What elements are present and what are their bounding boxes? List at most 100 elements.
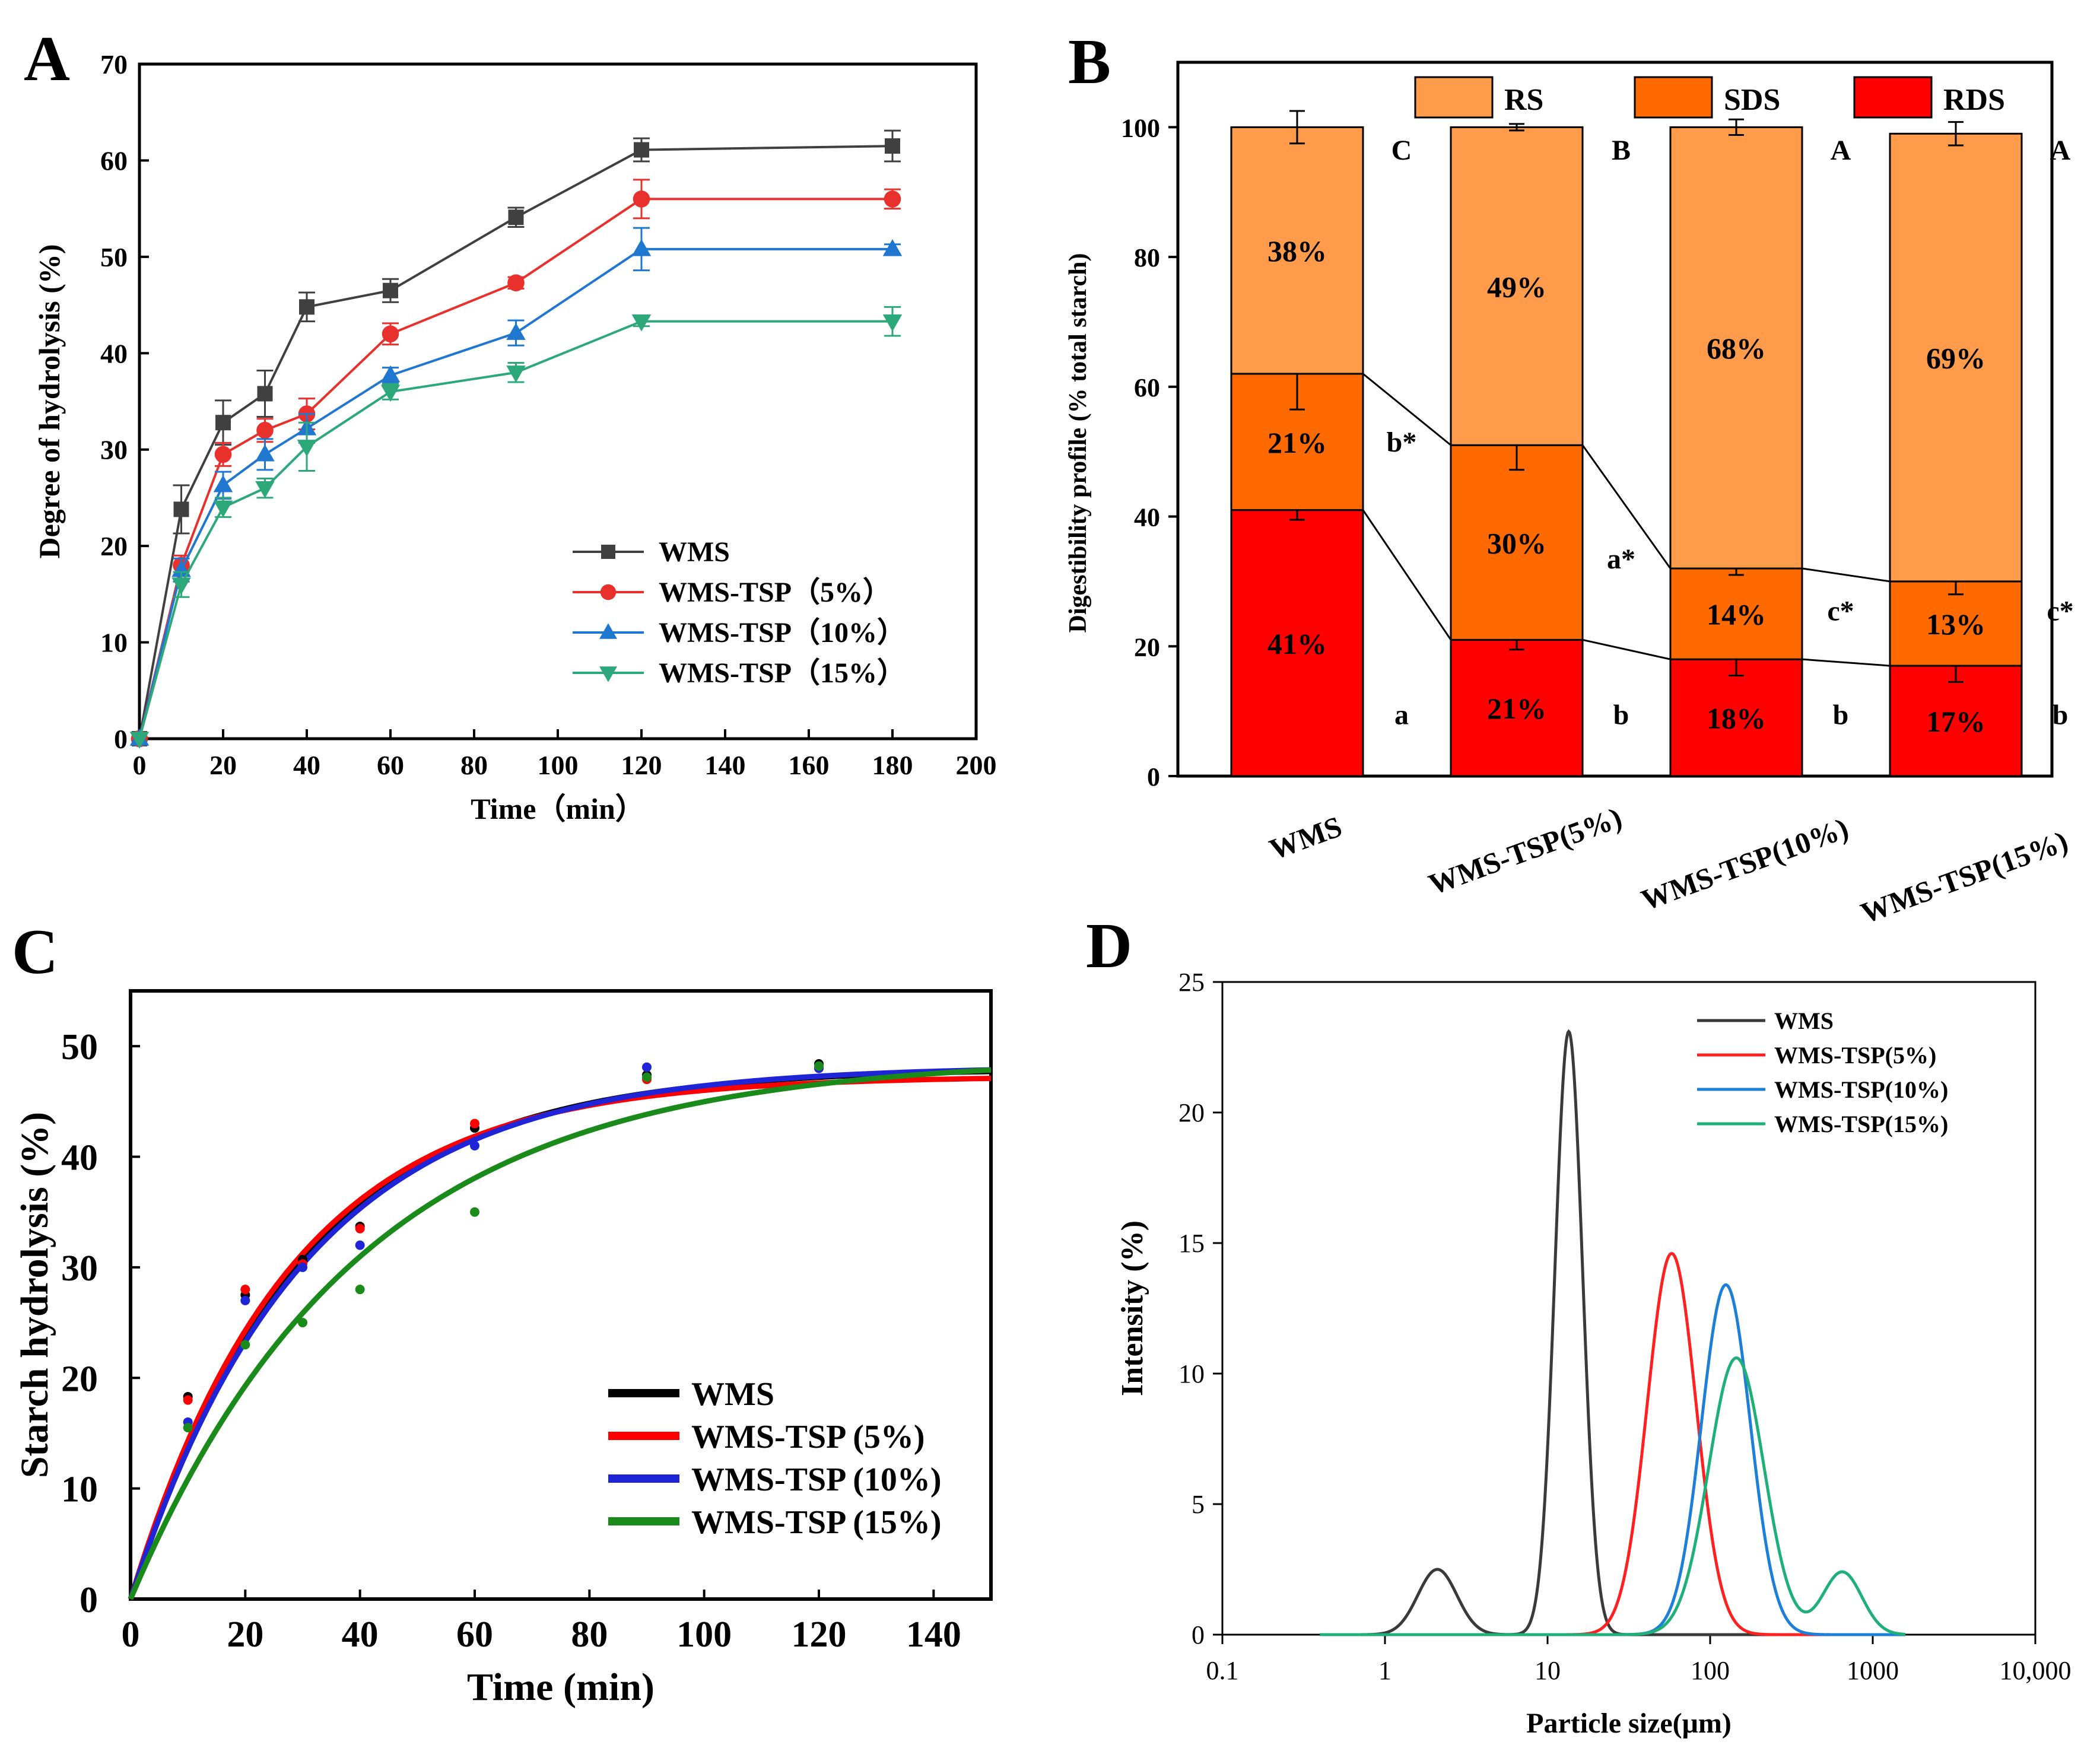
- bar-rs: [1889, 132, 2023, 583]
- y-tick-label: 20: [1134, 633, 1160, 662]
- data-point-0: [173, 501, 189, 517]
- legend-swatch: [1634, 76, 1713, 119]
- data-point-2: [882, 239, 903, 256]
- y-tick-label: 10: [100, 628, 128, 658]
- legend-label: WMS-TSP (5%): [691, 1419, 925, 1455]
- data-point-3: [240, 1340, 250, 1350]
- x-tick-label: 0: [133, 750, 147, 780]
- y-tick-label: 30: [100, 435, 128, 465]
- x-tick-label: 200: [956, 750, 997, 780]
- segment-label: 68%: [1707, 332, 1766, 365]
- y-tick-label: 40: [61, 1138, 98, 1178]
- x-tick-label: 60: [456, 1614, 493, 1655]
- data-point-3: [814, 1061, 824, 1071]
- x-tick-label: 1000: [1847, 1656, 1899, 1685]
- legend-swatch: [1414, 76, 1494, 119]
- letter-sds: a*: [1607, 543, 1635, 575]
- data-point-1: [382, 325, 399, 343]
- data-point-3: [183, 1423, 193, 1433]
- data-point-0: [215, 415, 231, 431]
- size-distribution-2: [1320, 1283, 1905, 1636]
- legend-label: WMS-TSP(10%): [1774, 1076, 1948, 1103]
- letter-rs: B: [1612, 135, 1631, 166]
- segment-label: 21%: [1487, 692, 1546, 725]
- category-label: WMS: [1265, 809, 1346, 866]
- y-tick-label: 20: [100, 531, 128, 561]
- letter-rds: b: [1613, 700, 1629, 731]
- x-tick-label: 40: [342, 1614, 379, 1655]
- y-tick-label: 15: [1178, 1229, 1205, 1258]
- data-point-3: [355, 1285, 365, 1295]
- y-tick-label: 40: [100, 338, 128, 368]
- x-tick-label: 120: [792, 1614, 847, 1655]
- panel-label-b: B: [1068, 27, 1111, 97]
- panel-label-d: D: [1086, 911, 1132, 981]
- legend-marker: [599, 666, 617, 682]
- y-tick-label: 0: [80, 1580, 98, 1620]
- data-point-2: [355, 1240, 365, 1250]
- x-tick-label: 60: [377, 750, 404, 780]
- legend-marker: [599, 623, 617, 639]
- connector-line: [1581, 444, 1672, 569]
- y-tick-label: 0: [1192, 1620, 1205, 1649]
- y-tick-label: 0: [1147, 762, 1160, 792]
- legend-label: RS: [1504, 83, 1543, 117]
- data-point-2: [631, 239, 652, 256]
- y-tick-label: 100: [1121, 113, 1160, 142]
- legend-marker: [600, 584, 617, 600]
- data-point-3: [506, 365, 526, 383]
- data-point-3: [631, 314, 652, 332]
- data-point-3: [642, 1072, 652, 1082]
- y-tick-label: 0: [114, 724, 128, 754]
- data-point-3: [255, 481, 275, 498]
- x-tick-label: 100: [676, 1614, 732, 1655]
- y-tick-label: 80: [1134, 243, 1160, 272]
- x-axis-label: Particle size(μm): [1526, 1708, 1732, 1739]
- y-tick-label: 10: [61, 1470, 98, 1510]
- data-point-0: [299, 299, 314, 315]
- y-axis-label: Degree of hydrolysis (%): [33, 244, 66, 558]
- data-point-3: [297, 440, 317, 457]
- legend-label: WMS: [659, 536, 730, 568]
- x-tick-label: 120: [621, 750, 662, 780]
- x-tick-label: 100: [1691, 1656, 1730, 1685]
- data-point-2: [213, 475, 233, 492]
- data-point-3: [298, 1318, 307, 1328]
- connector-line: [1582, 638, 1671, 660]
- y-tick-label: 5: [1192, 1490, 1205, 1519]
- legend-label: WMS-TSP（10%）: [659, 617, 906, 649]
- segment-label: 14%: [1707, 598, 1766, 631]
- x-tick-label: 0: [122, 1614, 140, 1655]
- legend-label: WMS-TSP(15%): [1774, 1111, 1948, 1137]
- x-tick-label: 10: [1535, 1656, 1561, 1685]
- y-tick-label: 30: [61, 1248, 98, 1289]
- data-point-1: [214, 446, 232, 463]
- panel-a: A 0 20 40 60 80 100 120 140 160 180 200 0 10 20 30 40 50 6…: [24, 24, 997, 825]
- fit-curve-3: [128, 1067, 992, 1600]
- segment-label: 18%: [1707, 702, 1766, 735]
- letter-rds: b: [1833, 700, 1849, 731]
- legend-label: WMS-TSP (15%): [691, 1504, 942, 1541]
- letter-rds: a: [1394, 700, 1409, 731]
- x-tick-label: 1: [1378, 1656, 1391, 1685]
- data-point-2: [470, 1140, 479, 1150]
- x-tick-label: 100: [538, 750, 579, 780]
- y-tick-label: 10: [1178, 1359, 1205, 1388]
- data-point-3: [213, 500, 233, 518]
- letter-sds: c*: [1827, 596, 1854, 627]
- segment-label: 21%: [1267, 426, 1327, 459]
- connector-line: [1802, 658, 1891, 667]
- bar-rs: [1230, 126, 1364, 375]
- bar-rs: [1450, 126, 1584, 446]
- panel-d: D 0.1 1 10 100 1000 10,000 0 5 10 15 20 25 Particle s…: [1086, 911, 2072, 1739]
- bar-sds: [1669, 567, 1803, 660]
- legend-label: RDS: [1943, 83, 2005, 117]
- letter-rs: C: [1391, 135, 1412, 166]
- segment-label: 30%: [1487, 526, 1546, 560]
- letter-rds: b: [2053, 700, 2069, 731]
- bar-rs: [1669, 126, 1803, 570]
- legend-marker: [601, 545, 615, 559]
- segment-label: 17%: [1926, 705, 1985, 738]
- x-axis-label: Time (min): [467, 1666, 655, 1709]
